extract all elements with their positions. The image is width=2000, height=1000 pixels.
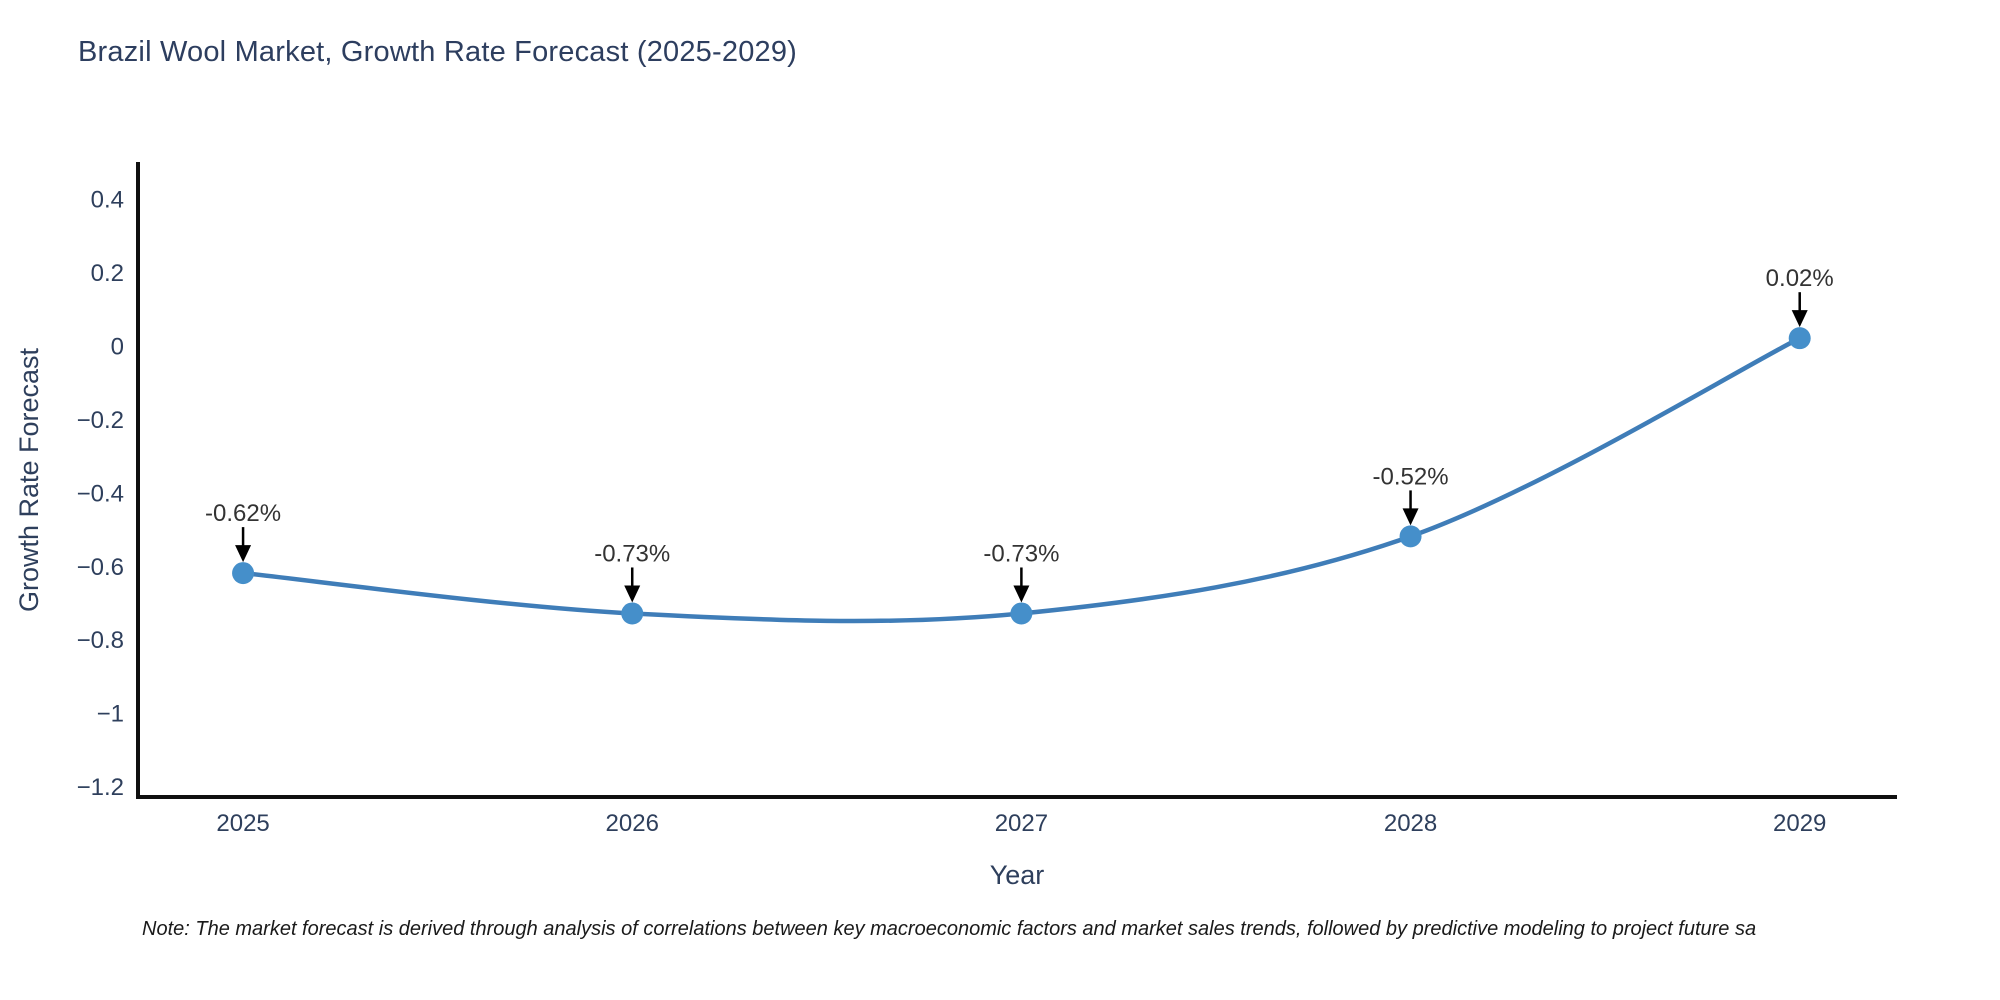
annotation-arrowhead-icon	[1402, 508, 1419, 526]
point-label: -0.73%	[594, 540, 670, 567]
annotation-arrowhead-icon	[1013, 585, 1030, 603]
data-point[interactable]	[1788, 327, 1811, 350]
data-points	[232, 327, 1811, 625]
y-tick-label: −0.8	[77, 627, 124, 654]
y-tick-label: −1.2	[77, 774, 124, 801]
x-tick-label: 2026	[606, 810, 659, 837]
y-tick-labels: −1.2 −1 −0.8 −0.6 −0.4 −0.2 0 0.2 0.4	[77, 187, 124, 801]
point-label: 0.02%	[1766, 265, 1834, 292]
x-tick-label: 2025	[216, 810, 269, 837]
data-point[interactable]	[232, 562, 255, 585]
y-axis-title: Growth Rate Forecast	[14, 347, 44, 612]
x-tick-label: 2028	[1384, 810, 1437, 837]
point-label: -0.52%	[1373, 463, 1449, 490]
x-axis-title: Year	[990, 860, 1045, 890]
x-tick-labels: 2025 2026 2027 2028 2029	[216, 810, 1826, 837]
y-tick-label: 0.4	[91, 187, 124, 214]
data-point[interactable]	[1399, 525, 1422, 548]
x-tick-label: 2029	[1773, 810, 1826, 837]
point-label: -0.62%	[205, 500, 281, 527]
footnote: Note: The market forecast is derived thr…	[142, 918, 1757, 940]
y-tick-label: −0.2	[77, 407, 124, 434]
annotation-arrowhead-icon	[1791, 310, 1808, 328]
y-tick-label: 0	[111, 334, 124, 361]
annotation-arrowhead-icon	[624, 585, 641, 603]
y-tick-label: 0.2	[91, 260, 124, 287]
data-point[interactable]	[621, 602, 644, 625]
point-label: -0.73%	[983, 540, 1059, 567]
y-tick-label: −0.4	[77, 480, 124, 507]
y-tick-label: −1	[97, 701, 124, 728]
y-tick-label: −0.6	[77, 554, 124, 581]
x-tick-label: 2027	[995, 810, 1048, 837]
annotation-arrowhead-icon	[235, 545, 252, 563]
data-point[interactable]	[1010, 602, 1033, 625]
point-annotations: -0.62% -0.73% -0.73% -0.52% 0.02%	[205, 265, 1834, 603]
chart-title: Brazil Wool Market, Growth Rate Forecast…	[78, 36, 798, 68]
